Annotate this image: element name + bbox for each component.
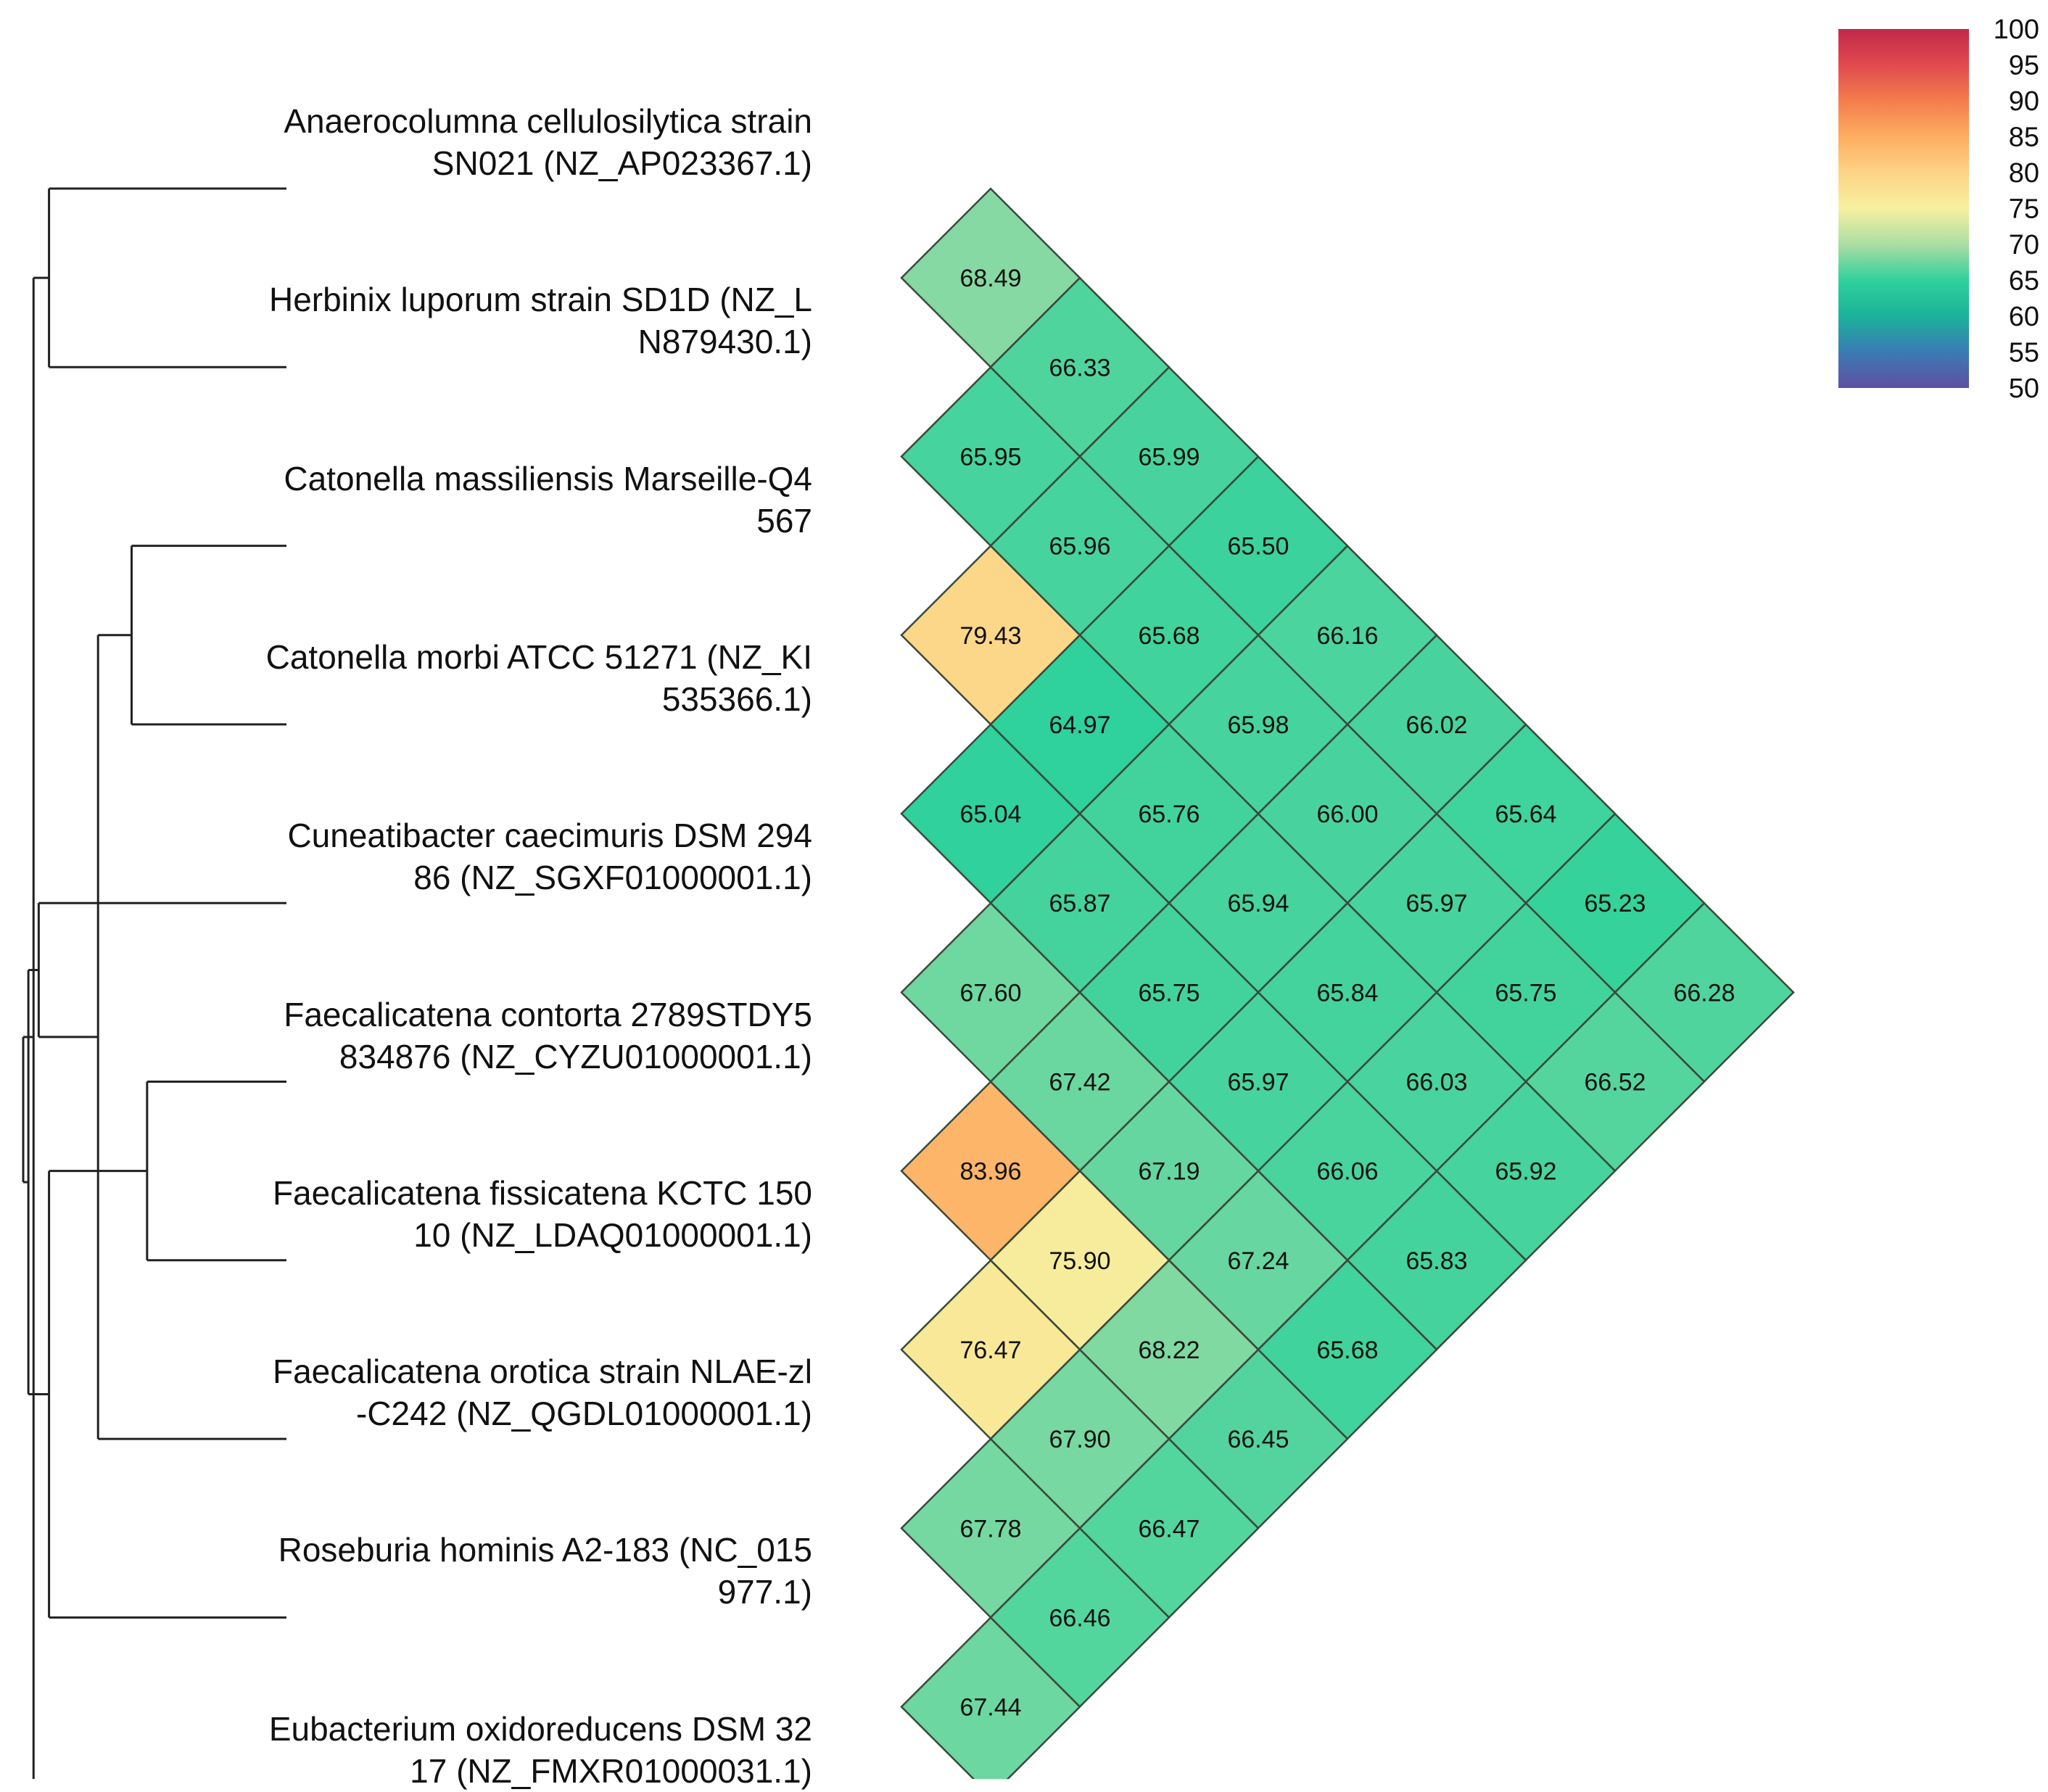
taxon-label-line1: Catonella massiliensis Marseille-Q4 (284, 459, 812, 497)
colorbar-tick-label: 65 (2009, 266, 2039, 297)
taxon-label-line2: 86 (NZ_SGXF01000001.1) (413, 859, 812, 897)
heatmap-cell-value: 65.68 (1316, 1337, 1378, 1364)
colorbar-tick-label: 80 (2009, 158, 2039, 189)
heatmap-cell: 67.44 (900, 1616, 1081, 1792)
taxon-label-line2: -C242 (NZ_QGDL01000001.1) (356, 1395, 812, 1433)
taxon-label-line2: 977.1) (717, 1573, 812, 1611)
heatmap-cell-value: 67.42 (1049, 1069, 1110, 1097)
heatmap-cell-value: 65.92 (1495, 1158, 1556, 1186)
taxon-label-line1: Herbinix luporum strain SD1D (NZ_L (268, 281, 812, 319)
heatmap-cell-value: 66.02 (1405, 711, 1467, 739)
heatmap-cell-value: 66.28 (1673, 979, 1735, 1007)
heatmap-cell-value: 65.75 (1495, 979, 1556, 1007)
heatmap-cell-value: 67.78 (959, 1515, 1021, 1543)
heatmap-cell-value: 65.97 (1227, 1069, 1289, 1097)
heatmap-cell-value: 64.97 (1049, 711, 1110, 739)
taxon-label-line2: 834876 (NZ_CYZU01000001.1) (339, 1037, 812, 1075)
colorbar-tick-label: 95 (2009, 51, 2039, 81)
taxon-label-line2: 17 (NZ_FMXR01000031.1) (410, 1751, 812, 1790)
heatmap-cell-value: 68.49 (959, 265, 1021, 292)
taxon-label: Cuneatibacter caecimuris DSM 294 86 (NZ_S… (22, 814, 812, 899)
heatmap-cell-value: 67.24 (1227, 1247, 1289, 1275)
heatmap-cell-value: 66.00 (1316, 801, 1378, 828)
heatmap-cell-value: 66.46 (1049, 1604, 1110, 1632)
colorbar-tick-label: 100 (1994, 15, 2039, 45)
heatmap-cell-value: 65.64 (1495, 801, 1556, 828)
heatmap-cells: 68.49 66.33 65.99 65.50 66.16 66.02 65.64 65.23… (900, 187, 1795, 1792)
heatmap-cell-value: 65.87 (1049, 890, 1110, 917)
heatmap-cell-value: 65.76 (1138, 801, 1200, 828)
taxon-label: Catonella massiliensis Marseille-Q4 567 (22, 458, 812, 542)
heatmap-cell-value: 65.99 (1138, 443, 1200, 471)
heatmap-cell-value: 66.47 (1138, 1515, 1200, 1543)
heatmap-cell-value: 65.83 (1405, 1247, 1467, 1275)
heatmap-cell-value: 83.96 (959, 1158, 1021, 1186)
heatmap-cell-value: 65.75 (1138, 979, 1200, 1007)
heatmap-cell-value: 75.90 (1049, 1247, 1110, 1275)
taxon-label: Faecalicatena contorta 2789STDY5 834876 (… (22, 994, 812, 1078)
taxon-label: Herbinix luporum strain SD1D (NZ_L N87943… (22, 278, 812, 363)
taxon-label: Faecalicatena fissicatena KCTC 150 10 (NZ… (22, 1172, 812, 1256)
heatmap-cell-value: 67.19 (1138, 1158, 1200, 1186)
heatmap-cell-value: 79.43 (959, 622, 1021, 650)
colorbar-tick-label: 55 (2009, 338, 2039, 368)
taxon-label-line1: Catonella morbi ATCC 51271 (NZ_KI (265, 637, 812, 676)
heatmap-cell-value: 66.16 (1316, 622, 1378, 650)
taxon-label: Roseburia hominis A2-183 (NC_015 977.1) (22, 1529, 812, 1613)
heatmap-cell-value: 67.90 (1049, 1426, 1110, 1453)
colorbar-tick-label: 85 (2009, 123, 2039, 153)
heatmap-cell-value: 65.94 (1227, 890, 1289, 917)
colorbar-tick-label: 50 (2009, 373, 2039, 404)
heatmap-cell-value: 65.95 (959, 443, 1021, 471)
colorbar-tick-label: 60 (2009, 302, 2039, 332)
heatmap-cell-value: 66.33 (1049, 354, 1110, 381)
heatmap-cell-value: 66.52 (1584, 1069, 1646, 1097)
taxon-label: Catonella morbi ATCC 51271 (NZ_KI 535366.… (22, 636, 812, 720)
heatmap-cell-value: 65.23 (1584, 890, 1646, 917)
heatmap-cell-value: 65.50 (1227, 533, 1289, 561)
heatmap-cell-value: 65.04 (959, 801, 1021, 828)
heatmap-cell-value: 67.44 (959, 1694, 1021, 1722)
taxon-label-line2: 535366.1) (661, 680, 812, 718)
taxon-label-line1: Faecalicatena fissicatena KCTC 150 (272, 1173, 812, 1212)
heatmap-cell-value: 68.22 (1138, 1337, 1200, 1364)
taxon-label-line1: Anaerocolumna cellulosilytica strain (284, 102, 812, 140)
taxon-label-line2: 567 (756, 501, 812, 540)
heatmap-cell-value: 65.98 (1227, 711, 1289, 739)
heatmap-cell-value: 76.47 (959, 1337, 1021, 1364)
taxon-label: Anaerocolumna cellulosilytica strain SN02… (22, 100, 812, 184)
taxon-label-line1: Eubacterium oxidoreducens DSM 32 (268, 1709, 812, 1748)
colorbar-tick-label: 90 (2009, 86, 2039, 117)
taxon-label: Eubacterium oxidoreducens DSM 32 17 (NZ_F… (22, 1708, 812, 1792)
colorbar-tick-label: 75 (2009, 194, 2039, 225)
taxon-label-line1: Faecalicatena orotica strain NLAE-zl (273, 1353, 812, 1391)
heatmap-cell-value: 66.03 (1405, 1069, 1467, 1097)
colorbar (1838, 29, 1969, 388)
heatmap-cell-value: 66.45 (1227, 1426, 1289, 1453)
taxon-label-line1: Faecalicatena contorta 2789STDY5 (284, 995, 812, 1033)
taxon-label-line2: N879430.1) (637, 323, 812, 361)
colorbar-tick-label: 70 (2009, 230, 2039, 260)
heatmap-cell-value: 66.06 (1316, 1158, 1378, 1186)
color-legend: 100 95 90 85 80 75 70 65 60 55 50 (1838, 15, 2039, 404)
heatmap-cell-value: 65.97 (1405, 890, 1467, 917)
heatmap-cell-value: 65.96 (1049, 533, 1110, 561)
taxon-label-line1: Roseburia hominis A2-183 (NC_015 (278, 1531, 812, 1569)
taxon-label-line2: 10 (NZ_LDAQ01000001.1) (413, 1215, 812, 1254)
heatmap-cell-value: 65.84 (1316, 979, 1378, 1007)
heatmap-cell-value: 65.68 (1138, 622, 1200, 650)
dendrogram (22, 187, 286, 1792)
taxon-label-line2: SN021 (NZ_AP023367.1) (432, 144, 812, 182)
heatmap-cell-shape (900, 1616, 1081, 1792)
heatmap-cell-value: 67.60 (959, 979, 1021, 1007)
taxon-label-line1: Cuneatibacter caecimuris DSM 294 (287, 817, 812, 855)
taxon-label: Faecalicatena orotica strain NLAE-zl -C24… (22, 1350, 812, 1434)
